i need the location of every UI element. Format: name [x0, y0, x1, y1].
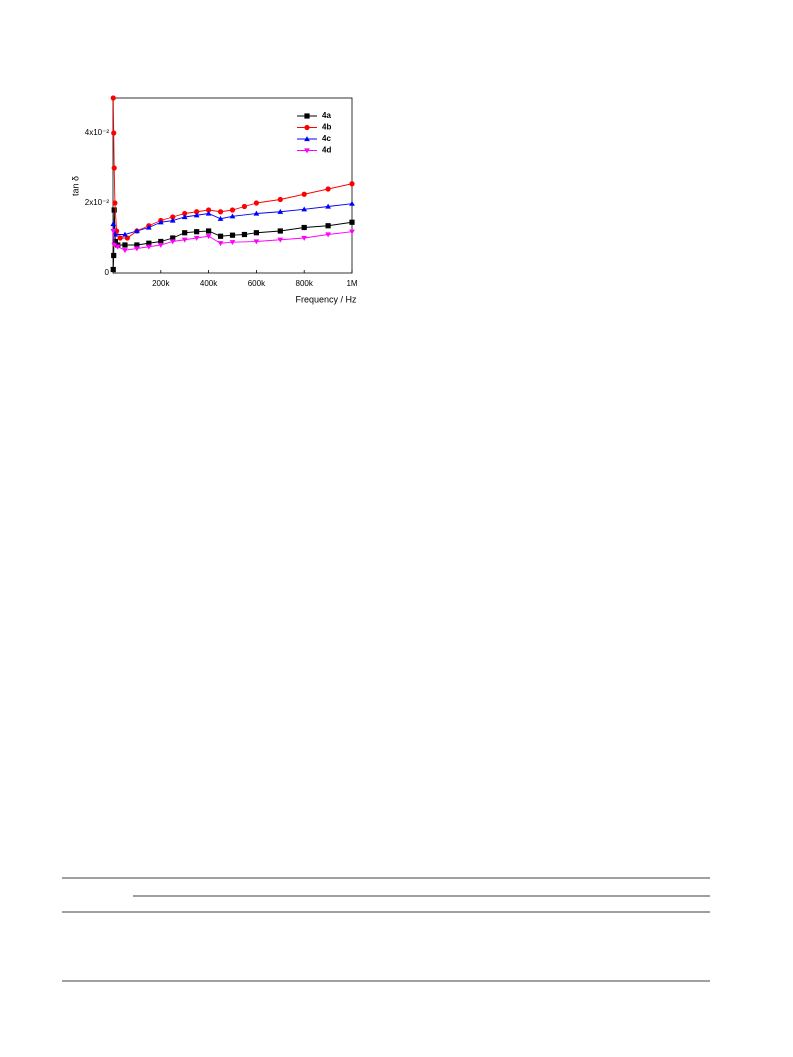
data-point	[170, 235, 176, 241]
data-point	[122, 242, 128, 248]
x-axis-label: Frequency / Hz	[295, 294, 357, 304]
x-tick-label: 1M	[346, 279, 357, 288]
data-point	[349, 219, 355, 225]
data-point	[134, 228, 140, 234]
data-point	[217, 233, 224, 239]
data-point	[111, 165, 117, 171]
data-point	[169, 217, 176, 223]
data-point	[194, 229, 200, 235]
data-point	[217, 209, 224, 215]
data-point	[110, 221, 117, 227]
data-point	[145, 224, 152, 230]
data-point	[122, 231, 128, 237]
data-point	[241, 231, 248, 238]
legend-label: 4d	[322, 146, 331, 155]
data-point	[110, 95, 116, 101]
data-point	[205, 234, 212, 240]
data-point	[181, 237, 188, 243]
data-point	[277, 196, 283, 203]
data-point	[170, 214, 176, 220]
data-point	[169, 239, 176, 245]
legend-label: 4a	[322, 111, 331, 120]
legend-marker	[304, 148, 310, 154]
data-point	[229, 232, 236, 238]
data-point	[229, 207, 236, 213]
data-point	[349, 200, 355, 206]
legend-marker	[304, 124, 310, 131]
data-point	[229, 240, 236, 246]
x-tick-label: 600k	[248, 279, 266, 288]
data-point	[111, 252, 117, 259]
data-point	[301, 191, 307, 197]
data-point	[301, 235, 308, 241]
data-point	[253, 239, 260, 245]
data-point	[117, 235, 123, 241]
data-point	[325, 232, 331, 238]
data-point	[112, 238, 118, 245]
legend-marker	[304, 136, 310, 142]
data-point	[206, 228, 212, 234]
data-point	[182, 210, 188, 217]
data-point	[112, 200, 118, 206]
data-point	[157, 219, 164, 225]
data-point	[146, 240, 152, 246]
data-point	[325, 186, 331, 192]
data-point	[194, 209, 200, 215]
data-point	[349, 229, 355, 235]
data-point	[114, 244, 121, 250]
y-tick-label: 2x10⁻²	[85, 198, 110, 207]
data-point	[206, 207, 212, 213]
legend-marker	[304, 113, 310, 119]
data-point	[217, 241, 224, 247]
y-tick-label: 0	[105, 268, 110, 277]
data-point	[193, 212, 200, 218]
legend-label: 4b	[322, 123, 331, 132]
x-tick-label: 800k	[296, 279, 314, 288]
data-point	[277, 237, 284, 243]
data-point	[145, 244, 152, 250]
data-point	[158, 238, 164, 245]
legend-label: 4c	[322, 134, 331, 143]
data-point	[134, 242, 140, 248]
data-point	[157, 242, 164, 248]
data-point	[111, 242, 118, 248]
data-point	[193, 235, 200, 241]
data-point	[110, 266, 116, 273]
data-point	[277, 208, 284, 214]
data-point	[111, 130, 117, 136]
data-point	[122, 248, 128, 254]
series-line	[112, 97, 353, 239]
data-point	[301, 206, 308, 212]
data-point	[134, 246, 140, 252]
x-tick-label: 400k	[200, 279, 218, 288]
data-point	[229, 213, 236, 219]
y-axis-label: tan δ	[70, 176, 80, 196]
data-point	[253, 200, 259, 206]
data-point	[301, 224, 307, 231]
data-point	[181, 214, 188, 220]
data-point	[277, 228, 283, 234]
data-point	[325, 203, 331, 209]
data-point	[205, 210, 212, 216]
table-rules	[62, 877, 710, 982]
data-point	[253, 230, 259, 236]
data-point	[253, 210, 260, 216]
data-point	[111, 207, 117, 213]
data-point	[124, 235, 130, 241]
data-point	[241, 203, 248, 210]
x-tick-label: 200k	[152, 279, 170, 288]
data-point	[110, 228, 117, 234]
data-point	[217, 215, 224, 221]
y-tick-label: 4x10⁻²	[85, 128, 110, 137]
data-point	[349, 181, 355, 187]
data-point	[182, 230, 188, 236]
data-point	[325, 223, 331, 229]
